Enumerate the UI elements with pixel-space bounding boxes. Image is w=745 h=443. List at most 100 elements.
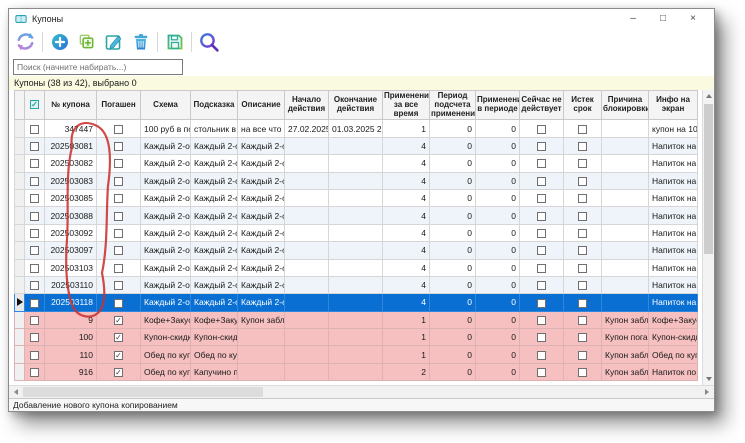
table-row[interactable]: 202503110Каждый 2-ой за...Каждый 2-ой за… <box>15 276 698 293</box>
row-select-checkbox[interactable] <box>30 299 39 308</box>
expired-checkbox[interactable] <box>578 229 587 238</box>
close-button[interactable]: × <box>678 10 708 28</box>
row-select-checkbox[interactable] <box>30 142 39 151</box>
row-select-checkbox[interactable] <box>30 212 39 221</box>
table-row[interactable]: 202503092Каждый 2-ой за...Каждый 2-ой за… <box>15 224 698 241</box>
table-row[interactable]: 202503118Каждый 2-ой за...Каждый 2-ой за… <box>15 294 698 311</box>
expired-checkbox[interactable] <box>578 264 587 273</box>
expired-checkbox[interactable] <box>578 351 587 360</box>
redeemed-checkbox[interactable] <box>114 264 123 273</box>
column-header-num[interactable]: № купона <box>45 91 97 120</box>
copy-button[interactable] <box>74 29 99 54</box>
column-header-inactive[interactable]: Сейчас не действует <box>520 91 564 120</box>
expired-checkbox[interactable] <box>578 281 587 290</box>
search-button[interactable] <box>196 29 221 54</box>
row-select-checkbox[interactable] <box>30 333 39 342</box>
minimize-button[interactable]: – <box>618 10 648 28</box>
inactive-checkbox[interactable] <box>537 229 546 238</box>
expired-checkbox[interactable] <box>578 125 587 134</box>
expired-checkbox[interactable] <box>578 368 587 377</box>
expired-checkbox[interactable] <box>578 316 587 325</box>
inactive-checkbox[interactable] <box>537 281 546 290</box>
redeemed-checkbox[interactable] <box>114 333 123 342</box>
redeemed-checkbox[interactable] <box>114 194 123 203</box>
select-all-checkbox[interactable] <box>30 100 39 109</box>
table-row[interactable]: 202503085Каждый 2-ой за...Каждый 2-ой за… <box>15 189 698 206</box>
column-header-hint[interactable]: Подсказка <box>191 91 238 120</box>
redeemed-checkbox[interactable] <box>114 299 123 308</box>
inactive-checkbox[interactable] <box>537 299 546 308</box>
horizontal-scrollbar-thumb[interactable] <box>23 387 263 397</box>
column-header-end[interactable]: Окончание действия <box>329 91 383 120</box>
inactive-checkbox[interactable] <box>537 142 546 151</box>
column-header-scheme[interactable]: Схема <box>141 91 191 120</box>
table-row[interactable]: 202503081Каждый 2-ой за...Каждый 2-ой за… <box>15 137 698 154</box>
inactive-checkbox[interactable] <box>537 316 546 325</box>
expired-checkbox[interactable] <box>578 246 587 255</box>
row-select-checkbox[interactable] <box>30 264 39 273</box>
inactive-checkbox[interactable] <box>537 264 546 273</box>
inactive-checkbox[interactable] <box>537 246 546 255</box>
row-select-checkbox[interactable] <box>30 177 39 186</box>
table-row[interactable]: 202503083Каждый 2-ой за...Каждый 2-ой за… <box>15 172 698 189</box>
column-header-expired[interactable]: Истек срок <box>564 91 602 120</box>
redeemed-checkbox[interactable] <box>114 246 123 255</box>
column-header-uses_total[interactable]: Применений за все время <box>383 91 430 120</box>
inactive-checkbox[interactable] <box>537 212 546 221</box>
expired-checkbox[interactable] <box>578 142 587 151</box>
column-header-uses_period[interactable]: Применений в периоде <box>476 91 520 120</box>
inactive-checkbox[interactable] <box>537 177 546 186</box>
vertical-scrollbar[interactable] <box>702 90 714 385</box>
refresh-button[interactable] <box>13 29 38 54</box>
add-button[interactable] <box>47 29 72 54</box>
column-header-desc[interactable]: Описание <box>238 91 285 120</box>
column-header-redeemed[interactable]: Погашен <box>97 91 141 120</box>
row-select-checkbox[interactable] <box>30 281 39 290</box>
redeemed-checkbox[interactable] <box>114 142 123 151</box>
redeemed-checkbox[interactable] <box>114 125 123 134</box>
scroll-right-arrow[interactable] <box>701 386 713 398</box>
vertical-scrollbar-thumb[interactable] <box>704 104 713 254</box>
inactive-checkbox[interactable] <box>537 194 546 203</box>
row-select-checkbox[interactable] <box>30 368 39 377</box>
column-header-start[interactable]: Начало действия <box>285 91 329 120</box>
maximize-button[interactable]: □ <box>648 10 678 28</box>
redeemed-checkbox[interactable] <box>114 368 123 377</box>
scroll-down-arrow[interactable] <box>703 373 714 385</box>
row-select-checkbox[interactable] <box>30 194 39 203</box>
redeemed-checkbox[interactable] <box>114 212 123 221</box>
row-select-checkbox[interactable] <box>30 159 39 168</box>
redeemed-checkbox[interactable] <box>114 177 123 186</box>
row-select-checkbox[interactable] <box>30 351 39 360</box>
expired-checkbox[interactable] <box>578 177 587 186</box>
row-select-checkbox[interactable] <box>30 246 39 255</box>
scroll-left-arrow[interactable] <box>10 386 22 398</box>
column-header-info[interactable]: Инфо на экран <box>649 91 698 120</box>
edit-button[interactable] <box>101 29 126 54</box>
column-header-calc_period[interactable]: Период подсчета применений <box>430 91 476 120</box>
horizontal-scrollbar[interactable] <box>9 385 714 398</box>
table-row[interactable]: 9Кофе+Закусь в ...Кофе+Закусь в ...Купон… <box>15 311 698 328</box>
table-row[interactable]: 916Обед по купону...Капучино по ку...200… <box>15 363 698 380</box>
delete-button[interactable] <box>128 29 153 54</box>
expired-checkbox[interactable] <box>578 212 587 221</box>
expired-checkbox[interactable] <box>578 333 587 342</box>
inactive-checkbox[interactable] <box>537 125 546 134</box>
column-header-reason[interactable]: Причина блокировки <box>602 91 649 120</box>
scroll-up-arrow[interactable] <box>703 90 714 102</box>
table-row[interactable]: 347447100 руб в подар...стольник в под..… <box>15 120 698 137</box>
row-select-checkbox[interactable] <box>30 125 39 134</box>
row-select-checkbox[interactable] <box>30 316 39 325</box>
expired-checkbox[interactable] <box>578 299 587 308</box>
save-button[interactable] <box>162 29 187 54</box>
redeemed-checkbox[interactable] <box>114 281 123 290</box>
table-row[interactable]: 110Обед по купону...Обед по купону...100… <box>15 346 698 363</box>
inactive-checkbox[interactable] <box>537 333 546 342</box>
table-row[interactable]: 100Купон-скидка 1...Купон-скидка 1...100… <box>15 329 698 346</box>
table-row[interactable]: 202503103Каждый 2-ой за...Каждый 2-ой за… <box>15 259 698 276</box>
table-row[interactable]: 202503097Каждый 2-ой за...Каждый 2-ой за… <box>15 242 698 259</box>
redeemed-checkbox[interactable] <box>114 229 123 238</box>
inactive-checkbox[interactable] <box>537 368 546 377</box>
inactive-checkbox[interactable] <box>537 351 546 360</box>
search-input[interactable] <box>13 59 183 75</box>
